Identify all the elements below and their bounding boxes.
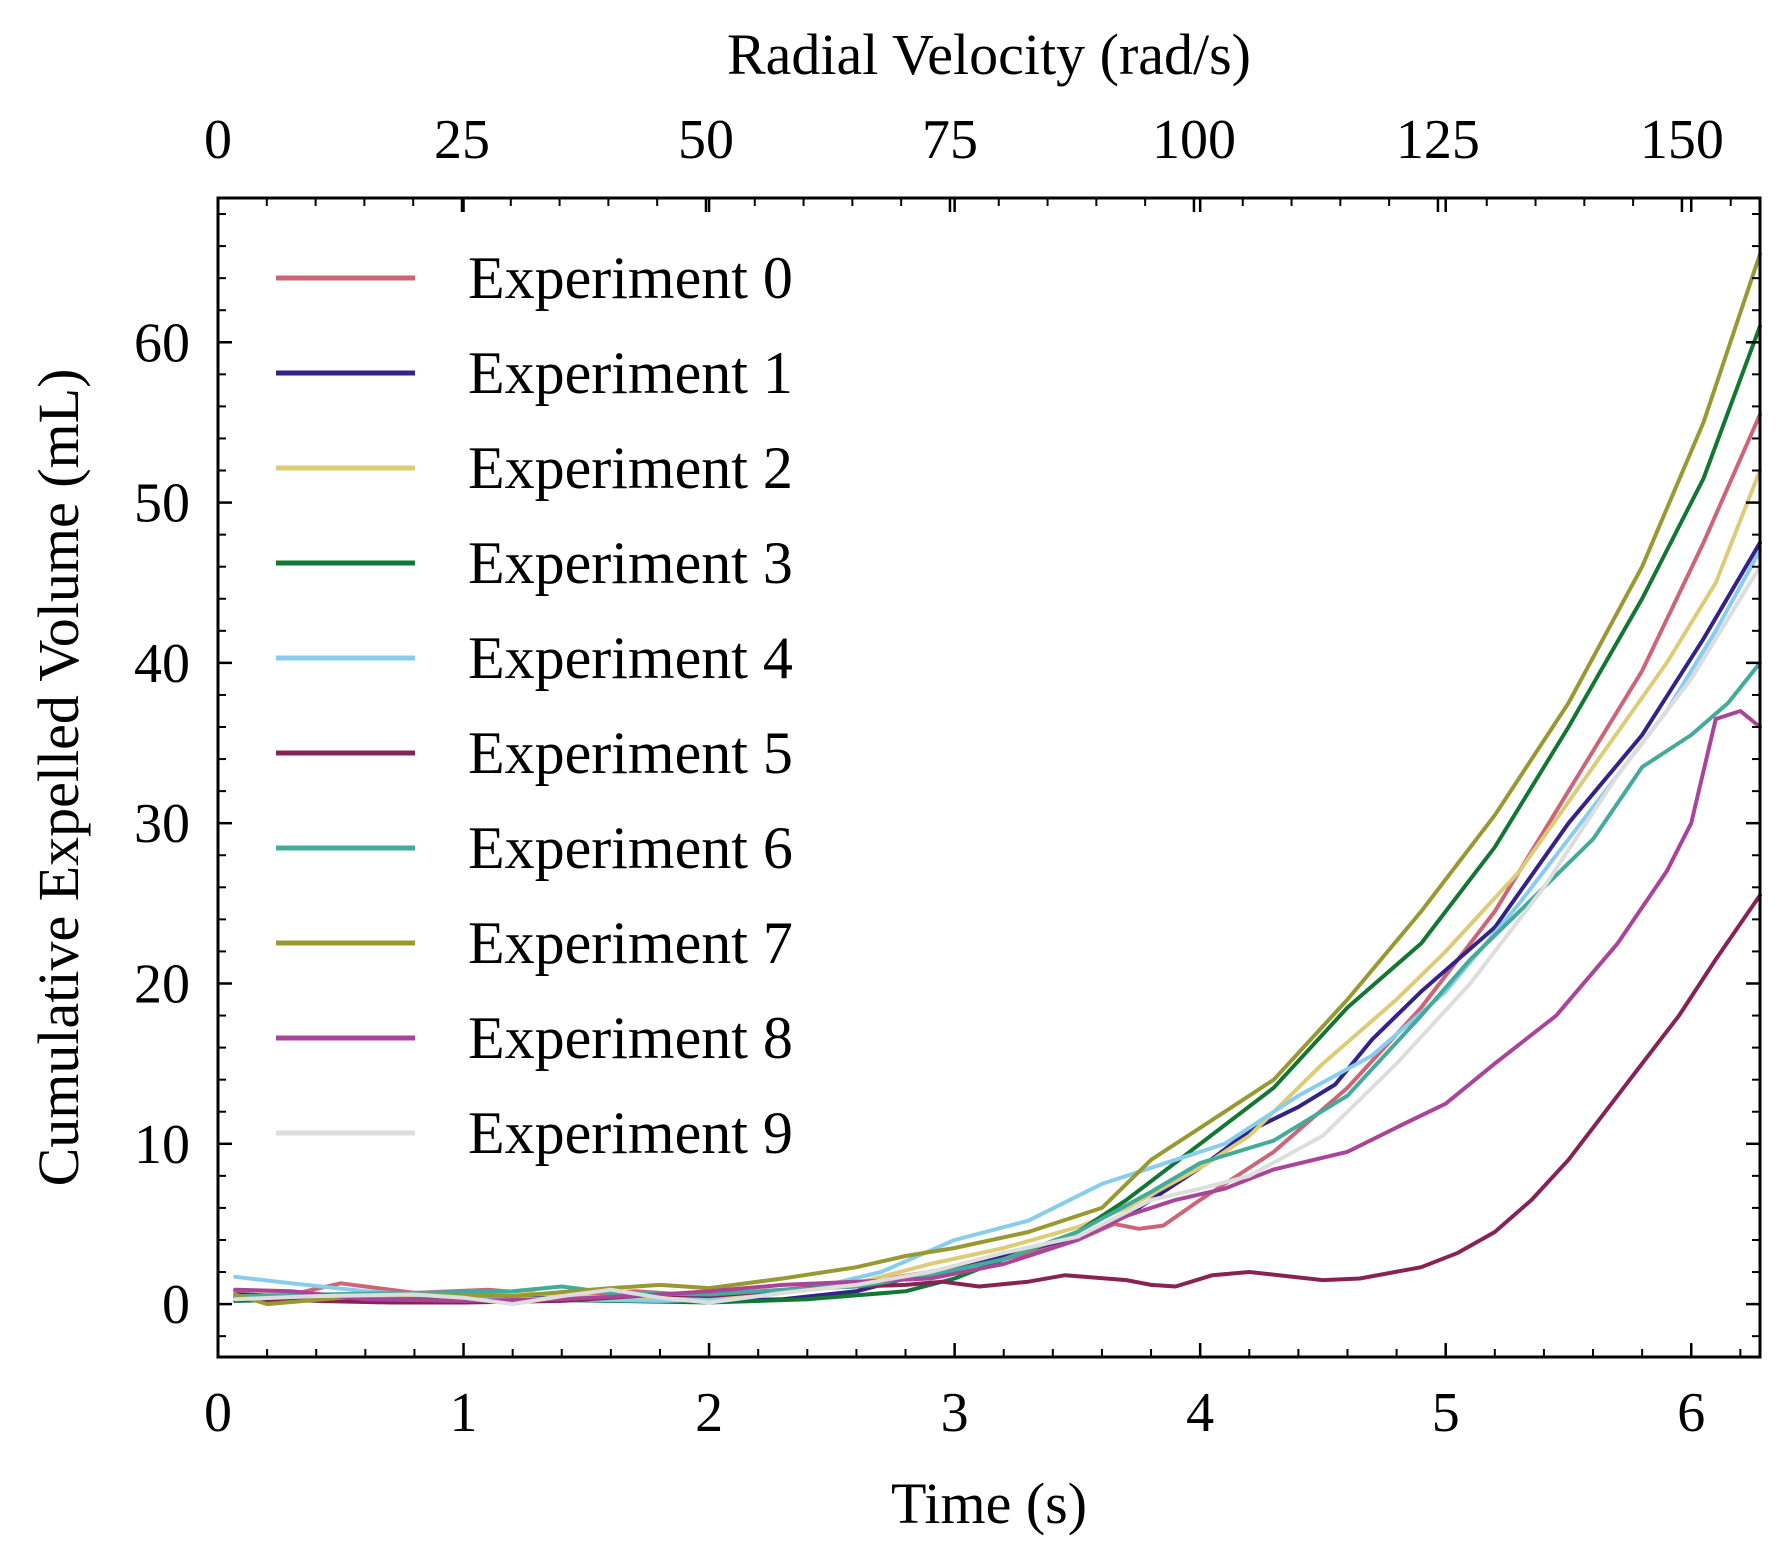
series-line-experiment-3 xyxy=(233,324,1762,1305)
y-tick-label: 50 xyxy=(134,473,190,535)
legend-label: Experiment 9 xyxy=(468,1100,793,1166)
series-line-experiment-1 xyxy=(233,540,1762,1303)
legend-label: Experiment 2 xyxy=(468,435,793,501)
legend-label: Experiment 7 xyxy=(468,910,793,976)
series-line-experiment-7 xyxy=(233,252,1762,1307)
top-x-axis-title: Radial Velocity (rad/s) xyxy=(727,22,1251,87)
x-tick-label: 4 xyxy=(1186,1382,1214,1444)
legend-label: Experiment 5 xyxy=(468,720,793,786)
legend-label: Experiment 3 xyxy=(468,530,793,596)
x-tick-label: 6 xyxy=(1677,1382,1705,1444)
y-tick-label: 0 xyxy=(162,1274,190,1336)
x-tick-label: 2 xyxy=(695,1382,723,1444)
x2-tick-label: 25 xyxy=(434,109,490,171)
x2-tick-label: 150 xyxy=(1640,109,1724,171)
series-line-experiment-4 xyxy=(233,548,1762,1303)
series-line-experiment-5 xyxy=(233,893,1762,1305)
x2-tick-label: 0 xyxy=(204,109,232,171)
x2-tick-label: 125 xyxy=(1396,109,1480,171)
series-line-experiment-8 xyxy=(233,709,1762,1303)
series-layer xyxy=(233,252,1762,1307)
series-line-experiment-9 xyxy=(233,564,1762,1307)
x-tick-label: 3 xyxy=(941,1382,969,1444)
x-tick-label: 5 xyxy=(1432,1382,1460,1444)
x2-tick-label: 50 xyxy=(678,109,734,171)
plot-frame xyxy=(216,196,1762,1359)
legend-label: Experiment 1 xyxy=(468,340,793,406)
y-tick-label: 30 xyxy=(134,793,190,855)
y-tick-label: 10 xyxy=(134,1114,190,1176)
x-axis-title: Time (s) xyxy=(891,1471,1087,1536)
legend: Experiment 0 Experiment 1 Experiment 2 Expe… xyxy=(276,245,793,1166)
y-tick-label: 60 xyxy=(134,312,190,374)
x2-tick-label: 100 xyxy=(1152,109,1236,171)
y-axis-title: Cumulative Expelled Volume (mL) xyxy=(26,369,91,1187)
legend-label: Experiment 0 xyxy=(468,245,793,311)
y-tick-label: 20 xyxy=(134,953,190,1015)
legend-label: Experiment 6 xyxy=(468,815,793,881)
x2-tick-label: 75 xyxy=(922,109,978,171)
legend-label: Experiment 4 xyxy=(468,625,793,691)
legend-label: Experiment 8 xyxy=(468,1005,793,1071)
series-line-experiment-2 xyxy=(233,468,1762,1300)
x-tick-label: 0 xyxy=(204,1382,232,1444)
x-tick-label: 1 xyxy=(450,1382,478,1444)
y-tick-label: 40 xyxy=(134,633,190,695)
series-line-experiment-6 xyxy=(233,660,1762,1299)
